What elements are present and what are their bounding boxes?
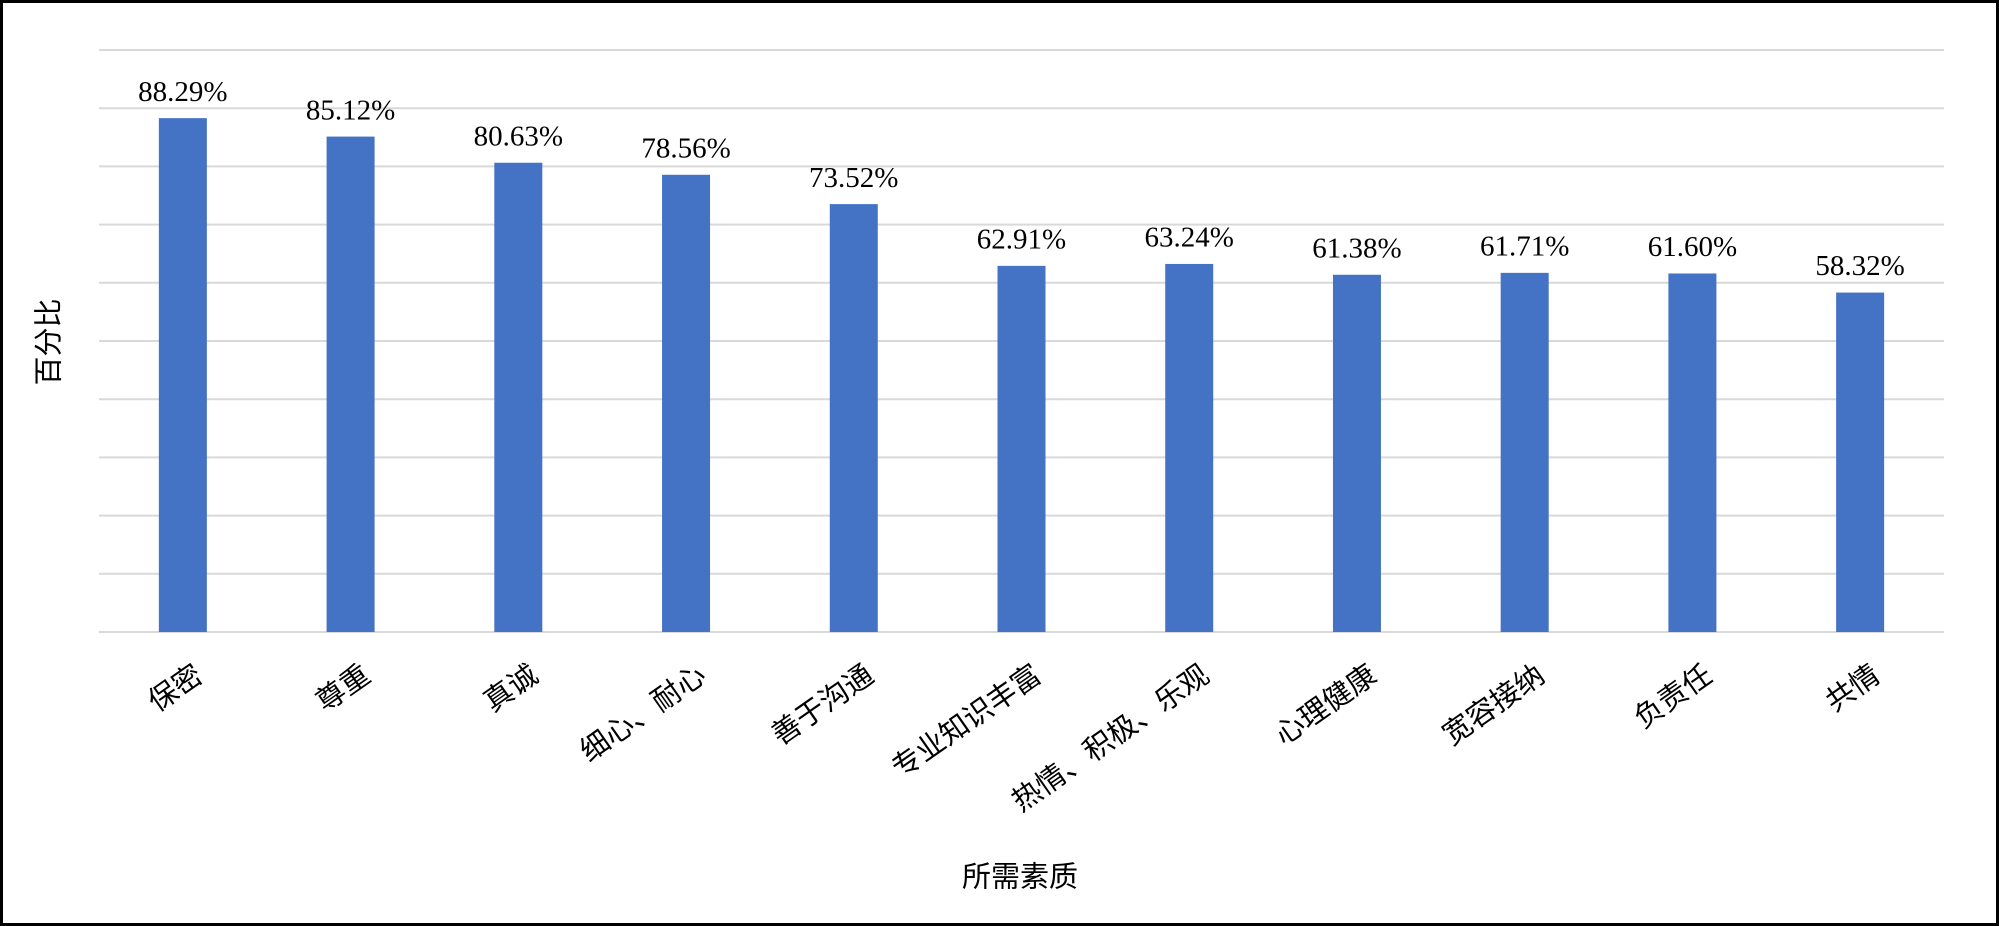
data-label: 73.52% — [809, 162, 898, 194]
data-label: 80.63% — [474, 120, 563, 152]
bar — [326, 136, 375, 632]
bar — [1836, 292, 1885, 632]
data-label: 85.12% — [306, 94, 395, 126]
bar — [1668, 273, 1717, 632]
bar — [494, 162, 543, 632]
data-label: 61.38% — [1312, 232, 1401, 264]
data-label: 61.71% — [1480, 231, 1569, 263]
bar — [1332, 274, 1381, 632]
bar — [829, 204, 878, 633]
bar — [997, 265, 1046, 632]
y-axis-title: 百分比 — [33, 298, 66, 385]
bar — [158, 118, 207, 632]
data-label: 62.91% — [977, 224, 1066, 256]
bar — [662, 174, 711, 632]
bar — [1165, 263, 1214, 632]
data-label: 58.32% — [1815, 250, 1904, 282]
bar — [1500, 272, 1549, 632]
data-label: 78.56% — [641, 132, 730, 164]
data-label: 61.60% — [1648, 231, 1737, 263]
data-label: 88.29% — [138, 76, 227, 108]
x-axis-title: 所需素质 — [962, 861, 1078, 894]
data-label: 63.24% — [1145, 222, 1234, 254]
